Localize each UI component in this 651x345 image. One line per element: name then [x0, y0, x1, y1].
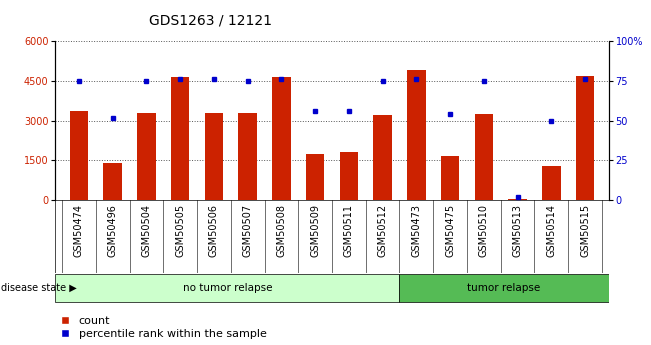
Text: GSM50515: GSM50515 [580, 204, 590, 257]
Text: no tumor relapse: no tumor relapse [183, 283, 272, 293]
Bar [575, 76, 594, 200]
Bar [204, 113, 223, 200]
Bar [171, 77, 189, 200]
Bar [55, 274, 400, 302]
Bar [400, 274, 609, 302]
Bar [475, 114, 493, 200]
Text: GSM50473: GSM50473 [411, 204, 421, 257]
Text: GSM50506: GSM50506 [209, 204, 219, 257]
Bar [542, 166, 561, 200]
Text: tumor relapse: tumor relapse [467, 283, 541, 293]
Text: GSM50505: GSM50505 [175, 204, 185, 257]
Bar [508, 199, 527, 200]
Text: GDS1263 / 12121: GDS1263 / 12121 [149, 13, 271, 28]
Text: GSM50474: GSM50474 [74, 204, 84, 257]
Text: GSM50475: GSM50475 [445, 204, 455, 257]
Text: disease state ▶: disease state ▶ [1, 283, 76, 293]
Bar [104, 163, 122, 200]
Bar [340, 152, 358, 200]
Bar [70, 111, 89, 200]
Bar [407, 70, 426, 200]
Text: GSM50514: GSM50514 [546, 204, 557, 257]
Text: GSM50508: GSM50508 [277, 204, 286, 257]
Legend: count, percentile rank within the sample: count, percentile rank within the sample [61, 316, 266, 339]
Bar [373, 116, 392, 200]
Text: GSM50513: GSM50513 [512, 204, 523, 257]
Text: GSM50510: GSM50510 [479, 204, 489, 257]
Bar [137, 113, 156, 200]
Text: GSM50496: GSM50496 [107, 204, 118, 257]
Text: GSM50511: GSM50511 [344, 204, 354, 257]
Text: GSM50509: GSM50509 [310, 204, 320, 257]
Bar [306, 154, 324, 200]
Text: GSM50504: GSM50504 [141, 204, 152, 257]
Text: GSM50507: GSM50507 [243, 204, 253, 257]
Bar [272, 77, 291, 200]
Text: GSM50512: GSM50512 [378, 204, 387, 257]
Bar [238, 113, 257, 200]
Bar [441, 156, 460, 200]
